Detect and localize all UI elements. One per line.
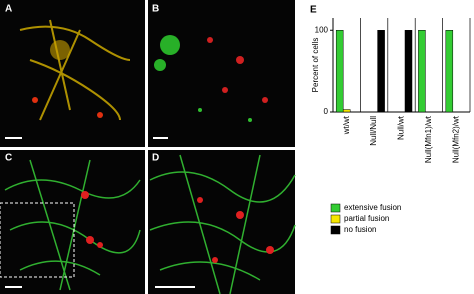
legend-label: extensive fusion — [344, 203, 401, 212]
bar — [404, 30, 413, 113]
x-tick-label: Null(Mfn2)/wt — [451, 115, 460, 163]
legend-swatch — [330, 203, 341, 213]
panel-d-image — [148, 150, 296, 294]
panel-label: E — [310, 5, 317, 16]
bar — [445, 30, 454, 113]
bar — [335, 30, 344, 113]
legend-swatch — [330, 214, 341, 224]
x-tick-label: Null/Null — [369, 116, 378, 146]
x-tick-label: Null(Mfn1)/wt — [424, 115, 433, 163]
legend-swatch — [330, 225, 341, 235]
legend-label: no fusion — [344, 225, 376, 234]
bar — [418, 30, 426, 113]
panel-b-image — [148, 0, 295, 147]
panel-label: B — [152, 4, 159, 15]
panel-label: C — [5, 153, 12, 164]
panel-label: D — [152, 153, 159, 164]
y-tick-label: 100 — [315, 25, 329, 34]
x-tick-label: Null/wt — [397, 115, 406, 140]
panel-a-image — [0, 0, 145, 147]
x-tick-label: wt/wt — [342, 115, 351, 135]
y-axis-label: Percent of cells — [311, 38, 320, 93]
bar — [342, 109, 351, 113]
panel-label: A — [5, 4, 12, 15]
panel-c-image — [0, 150, 145, 294]
legend-label: partial fusion — [344, 214, 389, 223]
bar — [377, 30, 385, 113]
y-tick-label: 0 — [324, 107, 329, 116]
